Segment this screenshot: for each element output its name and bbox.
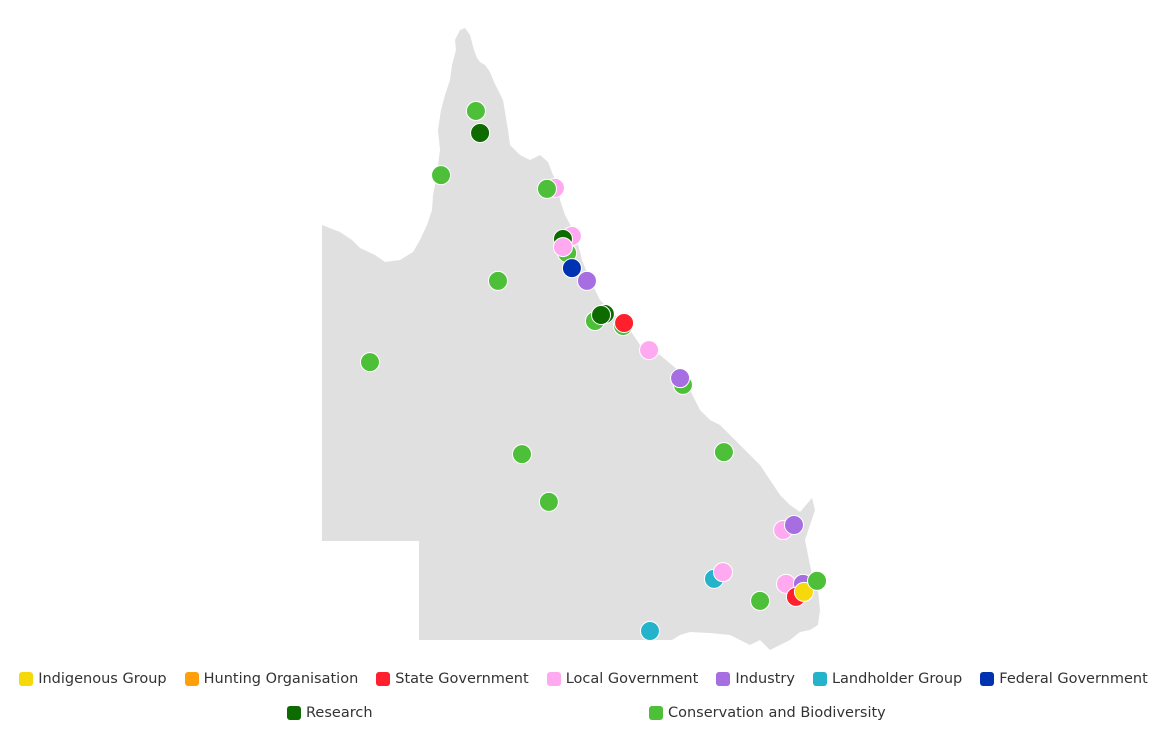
map-point-conservation[interactable]	[360, 352, 380, 373]
map-point-conservation[interactable]	[465, 100, 486, 121]
legend-item-hunting[interactable]: Hunting Organisation	[184, 671, 359, 687]
legend-item-state[interactable]: State Government	[376, 671, 529, 687]
map-points	[360, 100, 828, 642]
map-point-conservation[interactable]	[512, 444, 532, 465]
legend-swatch	[812, 672, 827, 686]
map-point-conservation[interactable]	[713, 442, 734, 463]
legend-label: Conservation and Biodiversity	[668, 705, 886, 721]
map-point-research[interactable]	[470, 123, 491, 144]
map-point-industry[interactable]	[784, 514, 804, 535]
legend-swatch	[546, 672, 561, 686]
map-point-conservation[interactable]	[538, 491, 559, 512]
legend-item-federal[interactable]: Federal Government	[980, 671, 1148, 687]
map-point-conservation[interactable]	[750, 590, 771, 611]
map-point-landholder[interactable]	[640, 621, 660, 642]
map-point-local[interactable]	[639, 340, 660, 361]
queensland-map	[322, 28, 828, 650]
map-point-state[interactable]	[614, 312, 635, 333]
legend: Indigenous Group Hunting Organisation Stat…	[0, 671, 1167, 687]
legend-label: Federal Government	[999, 671, 1148, 687]
legend-swatch	[184, 672, 199, 686]
legend-swatch	[716, 672, 731, 686]
map-point-industry[interactable]	[576, 270, 597, 291]
map-point-industry[interactable]	[670, 368, 691, 389]
legend-label: Indigenous Group	[38, 671, 167, 687]
map-point-local[interactable]	[712, 562, 733, 583]
legend-item-research[interactable]: Research	[287, 705, 373, 721]
map-point-conservation[interactable]	[431, 165, 452, 186]
legend-swatch	[980, 672, 995, 686]
legend-item-conservation[interactable]: Conservation and Biodiversity	[649, 705, 886, 721]
legend-item-industry[interactable]: Industry	[716, 671, 795, 687]
queensland-region	[322, 28, 820, 650]
legend-swatch	[19, 672, 34, 686]
map-point-local[interactable]	[552, 237, 573, 258]
map-point-research[interactable]	[591, 304, 612, 325]
map-point-indigenous[interactable]	[793, 581, 814, 602]
map-point-conservation[interactable]	[488, 270, 508, 291]
legend-item-local[interactable]: Local Government	[546, 671, 699, 687]
legend-swatch	[649, 706, 663, 720]
legend-item-landholder[interactable]: Landholder Group	[812, 671, 963, 687]
legend-label: Landholder Group	[831, 671, 963, 687]
legend-label: Hunting Organisation	[203, 671, 359, 687]
legend-label: State Government	[395, 671, 529, 687]
legend-swatch	[287, 706, 301, 720]
legend-label: Industry	[735, 671, 795, 687]
legend-label: Local Government	[565, 671, 699, 687]
legend-item-indigenous[interactable]: Indigenous Group	[19, 671, 167, 687]
map-point-conservation[interactable]	[536, 178, 557, 199]
legend-label: Research	[306, 705, 373, 721]
legend-swatch	[376, 672, 391, 686]
map-point-conservation[interactable]	[807, 570, 828, 591]
map-point-federal[interactable]	[561, 258, 582, 279]
